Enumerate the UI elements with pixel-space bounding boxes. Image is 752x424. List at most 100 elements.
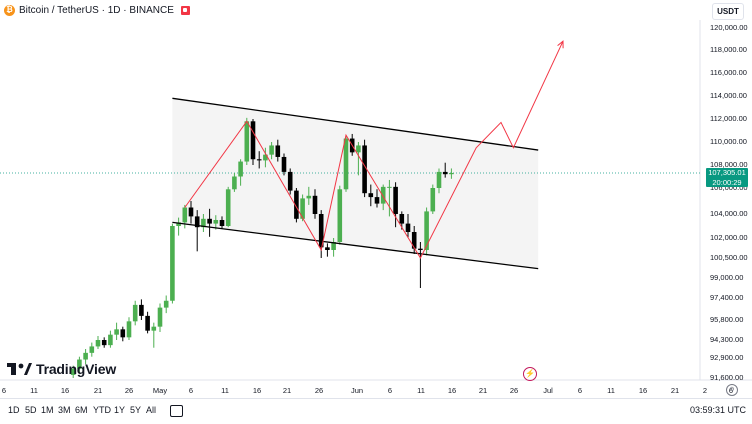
candle-body (294, 190, 299, 219)
timeframe-6m[interactable]: 6M (75, 405, 88, 415)
time-tick-label: 11 (30, 386, 38, 395)
candle-body (318, 214, 324, 248)
candle-body (380, 186, 386, 204)
channel-fill (172, 98, 539, 269)
candle-body (219, 220, 225, 226)
candle-body (83, 352, 88, 360)
candle-body (244, 121, 250, 162)
symbol-title[interactable]: Bitcoin / TetherUS · 1D · BINANCE (19, 4, 174, 16)
exchange-flag-icon (180, 5, 190, 15)
candle-body (256, 159, 262, 161)
time-tick-label: Jul (543, 386, 553, 395)
candle-body (399, 214, 405, 224)
candle-body (182, 207, 188, 223)
time-tick-label: 16 (252, 386, 262, 395)
candle-body (393, 186, 398, 214)
candle-body (170, 226, 175, 301)
price-tick-label: 92,900.00 (710, 353, 744, 362)
price-tick-label: 114,000.00 (710, 91, 747, 100)
utc-clock[interactable]: 03:59:31 UTC (689, 405, 746, 415)
candle-body (430, 188, 436, 212)
timeframe-ytd[interactable]: YTD (93, 405, 111, 415)
time-tick-label: 16 (638, 386, 648, 395)
candle-body (213, 220, 219, 224)
candle-body (449, 172, 454, 175)
candle-body (263, 154, 268, 161)
time-tick-label: 21 (478, 386, 488, 395)
timeframe-3m[interactable]: 3M (58, 405, 71, 415)
candle-body (132, 304, 138, 322)
time-tick-label: 21 (670, 386, 680, 395)
current-price-tag: 107,305.01 20:00:29 (706, 168, 748, 187)
timeframe-1m[interactable]: 1M (41, 405, 54, 415)
price-tick-label: 102,000.00 (710, 233, 748, 242)
projection-path (184, 40, 564, 260)
price-tick-label: 106,000.00 (710, 183, 748, 192)
candle-body (405, 223, 411, 232)
bitcoin-icon: ₿ (4, 4, 15, 16)
candle-body (281, 156, 287, 172)
candle-body (275, 145, 281, 157)
candle-body (424, 211, 429, 250)
candle-body (139, 304, 144, 316)
projection-arrowhead (557, 40, 564, 49)
timeframe-1y[interactable]: 1Y (114, 405, 126, 415)
candle-body (269, 145, 274, 155)
candle-body (151, 326, 157, 331)
candle-body (368, 193, 374, 198)
price-tick-label: 112,000.00 (710, 114, 747, 123)
time-tick-label: 6 (577, 386, 583, 395)
price-chart[interactable] (0, 0, 752, 398)
currency-selector[interactable]: USDT (712, 3, 744, 20)
time-tick-label: 11 (417, 386, 425, 395)
candle-body (436, 171, 442, 188)
bottom-toolbar: 1D 5D 1M 3M 6M YTD 1Y 5Y All 03:59:31 UT… (0, 398, 752, 424)
candle-body (157, 307, 163, 327)
time-tick-label: 6 (387, 386, 393, 395)
time-tick-label: 16 (447, 386, 457, 395)
candle-body (387, 186, 392, 188)
candle-body (70, 368, 76, 375)
time-tick-label: 21 (282, 386, 292, 395)
candle-body (442, 171, 448, 175)
price-tick-label: 120,000.00 (710, 23, 748, 32)
time-tick-label: 26 (509, 386, 519, 395)
price-tick-label: 95,800.00 (710, 315, 744, 324)
candle-body (325, 247, 330, 250)
gear-icon[interactable]: ⚙ (726, 384, 738, 396)
timeframe-all[interactable]: All (146, 405, 157, 415)
time-tick-label: 6 (188, 386, 194, 395)
tradingview-logo-icon (7, 363, 32, 375)
candle-body (207, 218, 212, 224)
calendar-range-icon[interactable] (170, 405, 183, 417)
lightning-icon[interactable]: ⚡ (523, 367, 537, 381)
time-tick-label: May (152, 386, 168, 395)
candle-body (120, 329, 126, 338)
chart-header: ₿ Bitcoin / TetherUS · 1D · BINANCE (0, 0, 700, 20)
timeframe-5d[interactable]: 5D (25, 405, 37, 415)
candle-body (337, 189, 343, 242)
candle-body (343, 138, 349, 190)
candle-body (356, 145, 361, 153)
candle-body (114, 329, 119, 335)
candle-body (201, 218, 206, 228)
candle-body (108, 334, 113, 346)
price-tick-label: 94,300.00 (710, 335, 744, 344)
candle-body (411, 232, 417, 249)
candle-body (287, 171, 293, 191)
time-tick-label: 21 (93, 386, 103, 395)
timeframe-5y[interactable]: 5Y (130, 405, 142, 415)
candle-body (77, 359, 82, 369)
time-tick-label: 2 (702, 386, 708, 395)
candle-body (374, 197, 380, 204)
candle-body (312, 195, 318, 214)
logo-text: TradingView (36, 361, 117, 377)
time-tick-label: 11 (607, 386, 615, 395)
time-tick-label: Jun (350, 386, 364, 395)
time-tick-label: 16 (60, 386, 70, 395)
price-tick-label: 91,600.00 (710, 373, 744, 382)
timeframe-1d[interactable]: 1D (8, 405, 20, 415)
price-tick-label: 110,000.00 (710, 137, 747, 146)
candle-body (126, 321, 132, 338)
candle-body (163, 300, 169, 308)
